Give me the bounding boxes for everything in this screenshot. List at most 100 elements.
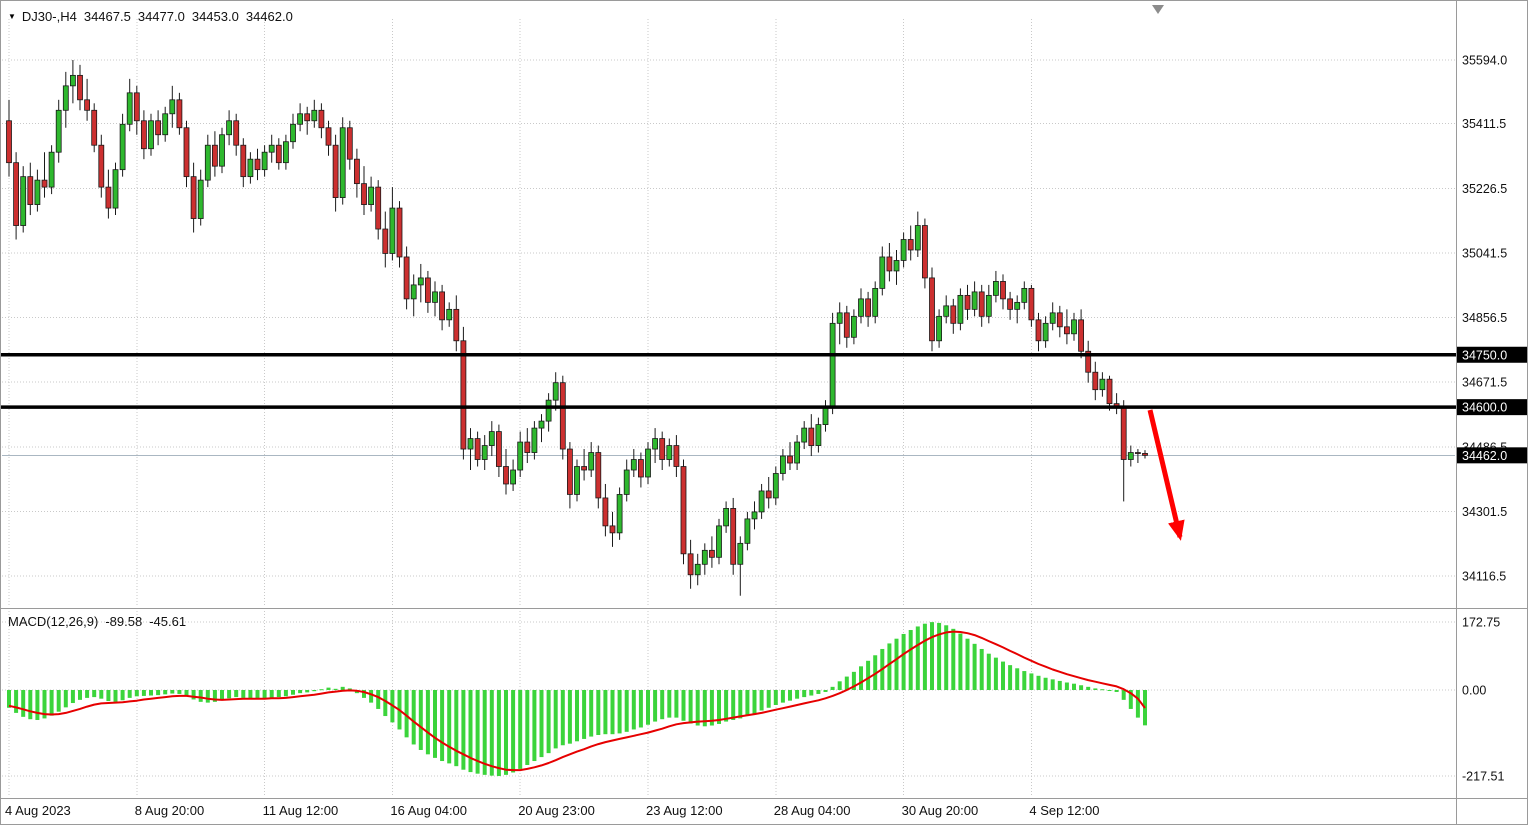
- macd-bar: [972, 643, 977, 690]
- candle-body: [659, 438, 666, 460]
- price-tick-label: 35226.5: [1462, 182, 1507, 196]
- macd-bar: [1128, 690, 1133, 709]
- macd-bar: [134, 690, 139, 697]
- candle-body: [439, 291, 446, 321]
- symbol-marker-icon: ▼: [8, 12, 16, 21]
- macd-bar: [937, 622, 942, 690]
- chart-shift-marker-icon: [1152, 5, 1164, 14]
- macd-bar: [496, 690, 501, 777]
- candle-body: [183, 127, 190, 178]
- candle-body: [1092, 371, 1099, 391]
- macd-bar: [156, 690, 161, 696]
- candle-body: [297, 113, 304, 125]
- macd-bar: [177, 690, 182, 694]
- candle-body: [1021, 287, 1028, 303]
- time-label: 8 Aug 20:00: [135, 803, 204, 818]
- macd-name: MACD(12,26,9): [8, 614, 99, 629]
- candle-body: [517, 441, 524, 471]
- horizontal-levels[interactable]: [1, 353, 1456, 409]
- candle-body: [787, 455, 793, 464]
- ohlc-close-value: 34462.0: [245, 9, 293, 24]
- candle-body: [737, 542, 744, 565]
- candle-body: [474, 438, 481, 460]
- macd-bar: [844, 676, 849, 690]
- candle-body: [993, 281, 999, 296]
- price-badge: [1457, 399, 1527, 416]
- candle-body: [723, 508, 729, 527]
- candle-body: [588, 452, 595, 471]
- macd-bar: [993, 657, 998, 690]
- candle-body: [339, 127, 346, 198]
- macd-bar: [1029, 673, 1034, 690]
- candle-body: [346, 127, 353, 160]
- macd-bar: [14, 690, 19, 713]
- macd-bar: [546, 690, 551, 754]
- time-label: 4 Aug 2023: [5, 803, 71, 818]
- macd-bar: [560, 690, 565, 746]
- price-tick-label: 34301.5: [1462, 505, 1507, 519]
- price-badge: [1457, 346, 1527, 363]
- candle-body: [609, 525, 616, 534]
- macd-bar: [425, 690, 430, 755]
- candle-body: [112, 169, 119, 209]
- macd-bar: [866, 660, 871, 690]
- candle-body: [254, 158, 261, 171]
- candle-body: [772, 473, 779, 499]
- candle-body: [701, 549, 708, 565]
- macd-bar: [951, 628, 956, 690]
- macd-bar: [298, 690, 303, 694]
- macd-bar: [120, 690, 125, 701]
- candle-body: [91, 109, 98, 146]
- macd-bar: [631, 690, 636, 730]
- macd-bar: [575, 690, 579, 742]
- candle-body: [460, 340, 467, 450]
- ohlc-high-value: 34477.0: [137, 9, 185, 24]
- candle-body: [552, 382, 559, 401]
- price-badge: [1457, 447, 1527, 464]
- macd-bar: [127, 690, 132, 698]
- candle-body: [900, 239, 907, 261]
- price-tick-label: 35041.5: [1462, 246, 1507, 260]
- macd-bar: [958, 633, 963, 690]
- macd-bar: [1086, 686, 1091, 690]
- candle-body: [1049, 312, 1056, 324]
- candle-body: [559, 382, 566, 450]
- macd-bar: [291, 690, 295, 695]
- sell-arrow[interactable]: [1147, 409, 1185, 541]
- candle-body: [155, 120, 162, 136]
- macd-bar: [525, 690, 530, 765]
- macd-bar: [418, 690, 423, 750]
- time-label: 23 Aug 12:00: [646, 803, 723, 818]
- macd-bar: [241, 690, 246, 698]
- macd-bar: [1093, 688, 1098, 690]
- candle-body: [219, 134, 225, 167]
- macd-bar: [326, 687, 331, 690]
- macd-bar: [511, 690, 516, 773]
- candle-body: [581, 466, 587, 471]
- candle-body: [794, 441, 800, 464]
- macd-bar: [1121, 690, 1126, 700]
- macd-bar: [1107, 690, 1112, 691]
- macd-bar: [1064, 682, 1069, 690]
- macd-signal-line: [8, 630, 1146, 772]
- macd-bar: [539, 690, 544, 758]
- candle-body: [417, 277, 424, 286]
- macd-bar: [802, 690, 807, 698]
- macd-bar: [319, 689, 324, 691]
- candle-body: [985, 294, 992, 317]
- macd-bar: [816, 690, 821, 694]
- macd-bar: [1008, 665, 1013, 690]
- macd-bar: [1036, 675, 1041, 690]
- macd-bar: [454, 690, 459, 767]
- candle-body: [815, 424, 822, 446]
- candle-body: [751, 511, 758, 520]
- candle-body: [396, 207, 403, 258]
- candle-body: [481, 445, 488, 460]
- macd-bar: [674, 690, 679, 718]
- candle-body: [1035, 319, 1042, 342]
- macd-bar: [1001, 661, 1005, 690]
- candle-body: [361, 183, 367, 205]
- candle-body: [510, 469, 517, 485]
